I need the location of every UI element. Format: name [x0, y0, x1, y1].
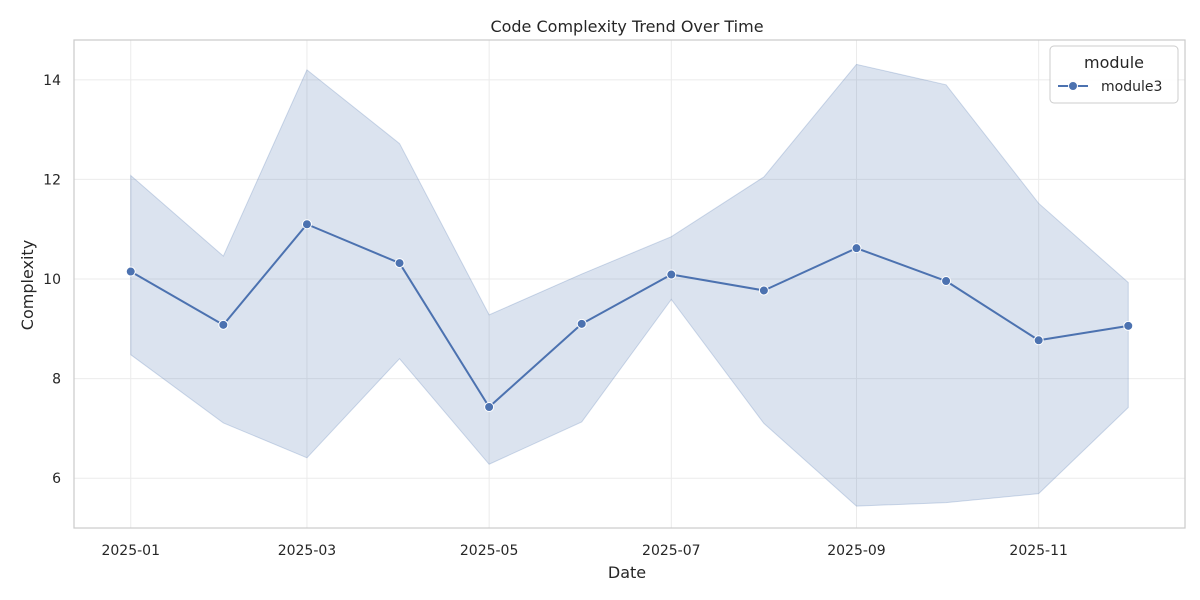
- data-point: [484, 401, 495, 412]
- series-lines: [130, 223, 1129, 408]
- y-tick-label: 8: [52, 372, 61, 388]
- chart-title: Code Complexity Trend Over Time: [490, 17, 763, 36]
- x-axis-ticks: 2025-01 2025-03 2025-05 2025-07 2025-09 2025-…: [101, 543, 1067, 559]
- data-point: [394, 258, 405, 269]
- data-point: [125, 266, 136, 277]
- y-axis-label: Complexity: [18, 240, 37, 330]
- x-tick-label: 2025-01: [101, 543, 160, 559]
- legend-entry-label: module3: [1101, 79, 1162, 95]
- data-point: [851, 243, 862, 254]
- x-tick-label: 2025-05: [460, 543, 519, 559]
- data-point: [576, 318, 587, 329]
- legend-title: module: [1084, 53, 1144, 72]
- legend-point-marker: [1068, 81, 1078, 91]
- x-tick-label: 2025-07: [642, 543, 701, 559]
- legend-box: [1049, 45, 1179, 104]
- data-point: [941, 276, 952, 287]
- data-point: [1033, 335, 1044, 346]
- confidence-band-area: [130, 63, 1129, 507]
- data-point: [218, 319, 229, 330]
- x-tick-label: 2025-03: [278, 543, 337, 559]
- y-tick-label: 6: [52, 471, 61, 487]
- confidence-band: [130, 63, 1129, 507]
- x-tick-label: 2025-11: [1009, 543, 1068, 559]
- y-tick-label: 12: [43, 172, 61, 188]
- data-point: [301, 219, 312, 230]
- x-tick-label: 2025-09: [827, 543, 886, 559]
- series-line: [130, 223, 1129, 408]
- data-points: [125, 219, 1134, 412]
- x-axis-label: Date: [608, 563, 646, 582]
- plot-frame: [73, 39, 1186, 529]
- data-point: [666, 269, 677, 280]
- grid-lines: [74, 40, 1185, 528]
- data-point: [1123, 320, 1134, 331]
- y-tick-label: 10: [43, 272, 61, 288]
- data-point: [758, 285, 769, 296]
- legend: module module3: [1049, 45, 1179, 104]
- y-axis-ticks: 6 8 10 12 14: [43, 73, 61, 487]
- y-tick-label: 14: [43, 73, 61, 89]
